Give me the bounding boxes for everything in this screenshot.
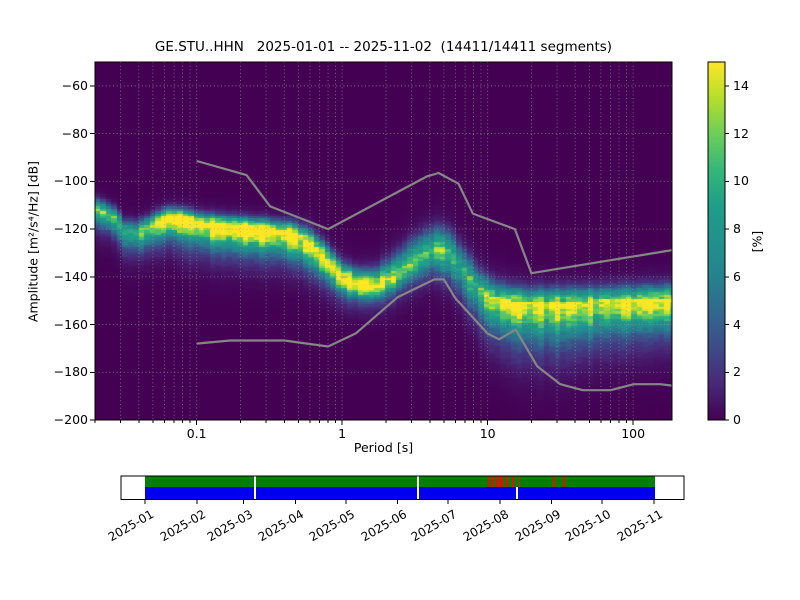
timeline-month-label: 2025-02 bbox=[157, 507, 208, 545]
coverage-bar-green bbox=[144, 476, 656, 488]
x-axis-label: Period [s] bbox=[353, 440, 414, 455]
y-tick-label: −200 bbox=[53, 412, 88, 427]
coverage-gap bbox=[253, 476, 256, 500]
timeline-month-label: 2025-05 bbox=[306, 507, 357, 545]
x-tick-label: 1 bbox=[338, 426, 347, 441]
timeline-month-label: 2025-04 bbox=[256, 507, 307, 545]
timeline-month-label: 2025-10 bbox=[562, 507, 613, 545]
colorbar-tick-label: 2 bbox=[733, 364, 741, 380]
colorbar-gradient bbox=[708, 62, 725, 420]
colorbar-tick-label: 4 bbox=[733, 316, 741, 332]
data-issue-mark bbox=[553, 476, 555, 488]
y-tick-label: −160 bbox=[53, 316, 88, 332]
data-issue-mark bbox=[506, 476, 508, 488]
coverage-gap bbox=[416, 476, 419, 500]
colorbar-tick-label: 6 bbox=[733, 268, 741, 284]
data-issue-mark bbox=[501, 476, 503, 488]
timeline-month-label: 2025-01 bbox=[105, 507, 156, 545]
y-tick-label: −180 bbox=[53, 364, 88, 380]
chart-title: GE.STU..HHN 2025-01-01 -- 2025-11-02 (14… bbox=[154, 39, 613, 55]
colorbar-tick-label: 12 bbox=[733, 125, 749, 141]
colorbar-tick-label: 8 bbox=[733, 221, 741, 237]
data-issue-mark bbox=[517, 476, 520, 488]
x-tick-label: 0.1 bbox=[186, 426, 207, 441]
y-tick-label: −60 bbox=[61, 77, 88, 93]
y-axis-label: Amplitude [m²/s⁴/Hz] [dB] bbox=[25, 160, 41, 323]
timeline-month-label: 2025-11 bbox=[614, 507, 665, 545]
colorbar-label: [%] bbox=[749, 230, 765, 253]
data-issue-mark bbox=[488, 476, 490, 488]
coverage-gap-blue bbox=[516, 487, 519, 500]
timeline-month-label: 2025-08 bbox=[460, 507, 511, 545]
timeline-month-label: 2025-07 bbox=[408, 507, 459, 545]
timeline-month-label: 2025-03 bbox=[204, 507, 255, 545]
x-tick-label: 100 bbox=[621, 426, 646, 441]
coverage-bar-blue bbox=[144, 487, 656, 500]
y-tick-label: −100 bbox=[53, 173, 88, 189]
colorbar-tick-label: 0 bbox=[733, 412, 741, 427]
timeline-month-label: 2025-09 bbox=[512, 507, 563, 545]
data-issue-mark bbox=[496, 476, 498, 488]
x-tick-label: 10 bbox=[479, 426, 496, 441]
y-tick-label: −120 bbox=[53, 221, 88, 237]
data-issue-mark bbox=[492, 476, 494, 488]
y-tick-label: −140 bbox=[53, 268, 88, 284]
colorbar-tick-label: 14 bbox=[733, 77, 749, 93]
colorbar-tick-label: 10 bbox=[733, 173, 749, 189]
y-tick-label: −80 bbox=[61, 125, 88, 141]
timeline-month-label: 2025-06 bbox=[358, 507, 409, 545]
ppsd-heatmap-canvas bbox=[95, 62, 672, 420]
data-issue-mark bbox=[512, 476, 514, 488]
data-issue-mark bbox=[563, 476, 565, 488]
